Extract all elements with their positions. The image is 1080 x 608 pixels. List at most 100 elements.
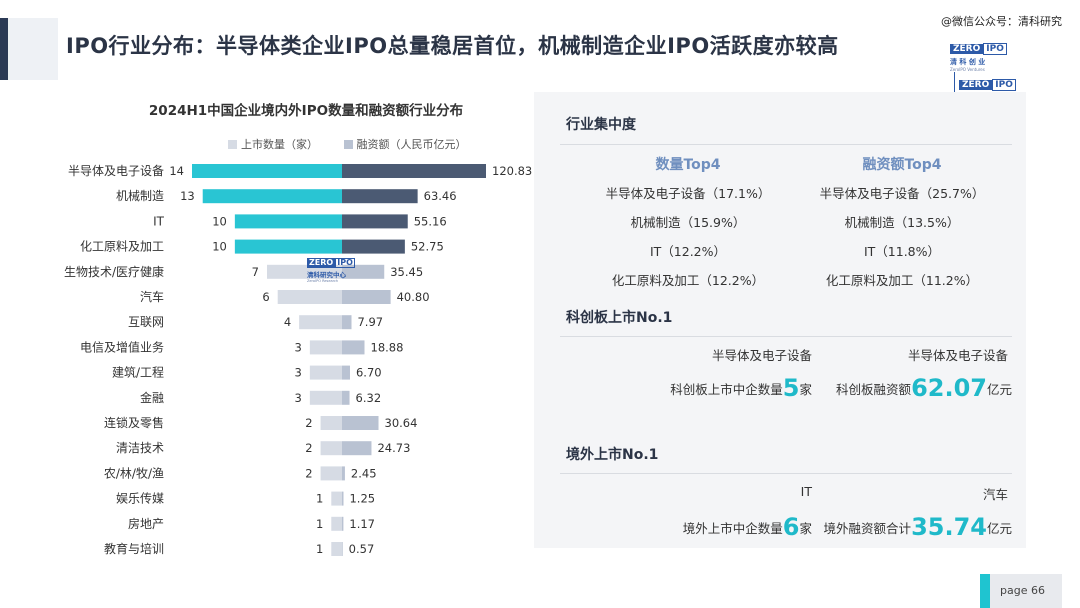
overseas-title: 境外上市No.1 bbox=[566, 447, 659, 463]
logo2-ipo: IPO bbox=[992, 79, 1016, 91]
count-value-label: 2 bbox=[305, 441, 312, 455]
category-label: IT bbox=[153, 214, 165, 228]
count-value-label: 2 bbox=[305, 416, 312, 430]
category-label: 农/林/牧/渔 bbox=[104, 466, 164, 480]
overseas-amount-prefix: 境外融资额合计 bbox=[823, 521, 912, 536]
amount-value-label: 6.70 bbox=[356, 366, 382, 380]
amount-rank-1: 半导体及电子设备（25.7%） bbox=[819, 186, 985, 201]
star-amount-value: 62.07 bbox=[911, 374, 987, 402]
bar-count bbox=[192, 164, 342, 178]
star-count-value: 5 bbox=[782, 374, 800, 402]
star-count-prefix: 科创板上市中企数量 bbox=[670, 382, 783, 397]
bar-amount bbox=[342, 365, 350, 380]
chart-title: 2024H1中国企业境内外IPO数量和融资额行业分布 bbox=[148, 103, 464, 119]
bar-amount bbox=[342, 239, 405, 254]
page-title: IPO行业分布：半导体类企业IPO总量稳居首位，机械制造企业IPO活跃度亦较高 bbox=[66, 34, 839, 58]
star-amount-industry: 半导体及电子设备 bbox=[907, 348, 1008, 363]
category-label: 金融 bbox=[140, 390, 164, 405]
separator-3 bbox=[560, 473, 1012, 474]
bar-amount bbox=[342, 416, 379, 430]
bar-amount bbox=[342, 542, 343, 556]
category-label: 生物技术/医疗健康 bbox=[64, 264, 164, 279]
bar-amount bbox=[342, 315, 352, 330]
amount-value-label: 24.73 bbox=[377, 441, 410, 455]
bar-count bbox=[320, 441, 342, 456]
page-number: page 66 bbox=[1000, 584, 1045, 597]
amount-value-label: 18.88 bbox=[371, 340, 404, 354]
category-label: 电信及增值业务 bbox=[80, 339, 164, 354]
star-amount-suffix: 亿元 bbox=[986, 382, 1012, 397]
overseas-count-stat: 境外上市中企数量6家 bbox=[683, 513, 812, 541]
category-label: 连锁及零售 bbox=[104, 415, 164, 430]
count-value-label: 10 bbox=[212, 214, 227, 228]
wm-logo-en: ZeroIPO Research bbox=[307, 279, 339, 283]
category-label: 汽车 bbox=[140, 289, 164, 304]
category-label: 教育与培训 bbox=[104, 541, 164, 556]
legend-item-count: 上市数量（家） bbox=[228, 138, 318, 151]
separator-2 bbox=[560, 336, 1012, 337]
chart-watermark-logo: ZERO IPO 清科研究中心 ZeroIPO Research bbox=[307, 250, 363, 283]
wm-logo-cn: 清科研究中心 bbox=[307, 271, 346, 279]
category-label: 建筑/工程 bbox=[112, 365, 164, 380]
count-value-label: 1 bbox=[316, 542, 323, 556]
count-rank-2: 机械制造（15.9%） bbox=[630, 215, 746, 230]
category-label: 互联网 bbox=[128, 315, 164, 329]
bar-amount bbox=[342, 290, 391, 304]
count-top4-head: 数量Top4 bbox=[655, 157, 721, 173]
overseas-amount-industry: 汽车 bbox=[982, 487, 1008, 502]
amount-rank-2: 机械制造（13.5%） bbox=[844, 215, 960, 230]
bar-count bbox=[267, 264, 342, 279]
category-label: 房地产 bbox=[128, 516, 164, 531]
legend-label-count: 上市数量（家） bbox=[241, 138, 318, 151]
summary-panel: 行业集中度 数量Top4 融资额Top4 半导体及电子设备（17.1%） 机械制… bbox=[534, 92, 1026, 548]
count-rank-1: 半导体及电子设备（17.1%） bbox=[605, 186, 771, 201]
overseas-count-prefix: 境外上市中企数量 bbox=[682, 521, 783, 536]
amount-value-label: 52.75 bbox=[411, 240, 444, 254]
footer-accent bbox=[980, 574, 990, 608]
star-count-suffix: 家 bbox=[799, 382, 812, 397]
watermark-text: @微信公众号：清科研究 bbox=[941, 15, 1062, 28]
category-label: 机械制造 bbox=[116, 188, 164, 203]
legend-item-amount: 融资额（人民币亿元） bbox=[343, 138, 467, 151]
count-rank-3: IT（12.2%） bbox=[649, 244, 727, 259]
chart-legend: 上市数量（家） 融资额（人民币亿元） bbox=[228, 136, 489, 152]
bar-count bbox=[234, 214, 342, 229]
overseas-count-industry: IT bbox=[800, 484, 812, 499]
amount-value-label: 7.97 bbox=[357, 315, 383, 329]
count-value-label: 4 bbox=[284, 315, 291, 329]
count-value-label: 1 bbox=[316, 492, 323, 506]
overseas-amount-suffix: 亿元 bbox=[986, 521, 1012, 536]
zeroipo-logo: ZERO IPO 清 科 创 业 ZeroIPO Ventures ZERO IPO… bbox=[950, 36, 1054, 108]
bar-count bbox=[234, 239, 342, 254]
count-value-label: 3 bbox=[295, 340, 302, 354]
count-value-label: 13 bbox=[180, 189, 195, 203]
amount-rank-3: IT（11.8%） bbox=[863, 244, 941, 259]
logo-zero: ZERO bbox=[950, 44, 984, 54]
overseas-amount-stat: 境外融资额合计35.74亿元 bbox=[824, 513, 1012, 541]
bar-count bbox=[202, 189, 342, 204]
bar-count bbox=[331, 516, 342, 531]
wm-logo-zero: ZERO bbox=[307, 258, 336, 268]
bar-amount bbox=[342, 516, 344, 531]
bar-count bbox=[320, 416, 342, 430]
count-value-label: 3 bbox=[295, 366, 302, 380]
amount-value-label: 55.16 bbox=[414, 214, 447, 228]
category-label: 娱乐传媒 bbox=[116, 491, 164, 506]
title-accent-bar bbox=[0, 18, 8, 80]
star-amount-stat: 科创板融资额62.07亿元 bbox=[836, 374, 1012, 402]
footer-background bbox=[990, 574, 1062, 608]
bar-count bbox=[309, 390, 342, 405]
count-value-label: 6 bbox=[262, 290, 269, 304]
overseas-count-value: 6 bbox=[782, 513, 800, 541]
concentration-title: 行业集中度 bbox=[566, 117, 636, 133]
bar-count bbox=[320, 466, 342, 481]
count-value-label: 2 bbox=[305, 466, 312, 480]
bar-amount bbox=[342, 466, 345, 481]
amount-value-label: 40.80 bbox=[397, 290, 430, 304]
bar-amount bbox=[342, 340, 365, 355]
star-count-stat: 科创板上市中企数量5家 bbox=[670, 374, 812, 402]
legend-label-amount: 融资额（人民币亿元） bbox=[356, 138, 467, 151]
overseas-amount-value: 35.74 bbox=[911, 513, 987, 541]
separator-1 bbox=[560, 144, 1012, 145]
bar-amount bbox=[342, 264, 385, 279]
